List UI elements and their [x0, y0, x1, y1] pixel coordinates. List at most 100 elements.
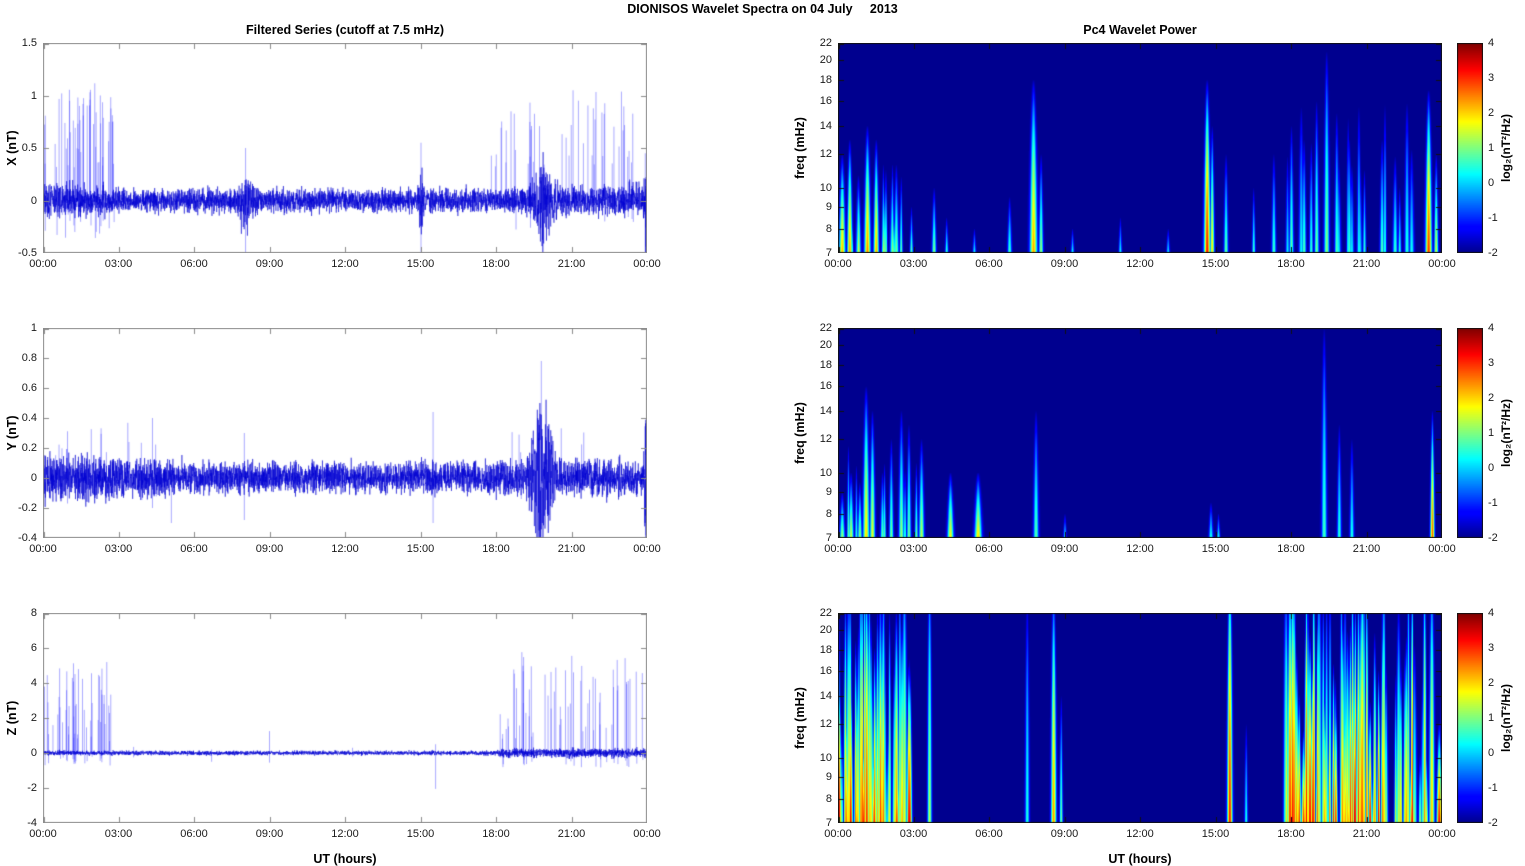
x-tick-label: 15:00 — [406, 543, 435, 555]
x-tick-label: 12:00 — [1126, 828, 1154, 840]
x-tick-label: 21:00 — [557, 828, 586, 840]
colorbar-tick-label: 3 — [1488, 357, 1495, 369]
colorbar-tick-label: 4 — [1488, 322, 1495, 334]
y-tick-label: 0 — [30, 747, 37, 759]
colorbar-tick-label: -2 — [1488, 247, 1498, 259]
x-tick-label: 09:00 — [255, 828, 284, 840]
figure-title: DIONISOS Wavelet Spectra on 04 July 2013 — [627, 2, 898, 16]
x-tick-label: 12:00 — [331, 258, 359, 270]
colorbar-tick-label: 2 — [1488, 677, 1495, 689]
y-tick-label: 1 — [30, 322, 37, 334]
x-tick-label: 03:00 — [104, 543, 133, 555]
y-tick-label: 0.8 — [21, 352, 37, 364]
y-tick-label: 0.6 — [21, 382, 37, 394]
y-tick-label: 14 — [819, 689, 832, 702]
y-tick-label: 18 — [819, 73, 832, 86]
x-tick-label: 03:00 — [899, 258, 928, 270]
x-tick-label: 00:00 — [29, 828, 57, 840]
y-tick-label: 1 — [30, 89, 37, 102]
x-tick-label: 12:00 — [331, 543, 359, 555]
colorbar-tick-label: 2 — [1488, 107, 1495, 119]
wavelet-x-spectrogram — [838, 43, 1442, 253]
x-tick-label: 00:00 — [824, 258, 852, 270]
x-tick-label: 03:00 — [899, 543, 928, 555]
panel-timeseries-y: Y (nT) 1 0.8 0.6 0.4 0.2 0 -0.2 -0.4 00:00 03:00 0… — [5, 322, 661, 555]
panel-timeseries-x: Filtered Series (cutoff at 7.5 mHz) X (n… — [5, 23, 661, 270]
y-tick-label: 16 — [819, 665, 832, 678]
colorbar-tick-label: 0 — [1488, 747, 1495, 759]
x-tick-label: 00:00 — [824, 543, 852, 555]
y-tick-label: 10 — [819, 751, 832, 764]
y-tick-label: 2 — [30, 712, 37, 724]
colorbar-tick-label: 1 — [1488, 427, 1495, 439]
colorbar-tick-label: -2 — [1488, 817, 1498, 829]
y-tick-label: 14 — [819, 119, 832, 132]
y-tick-label: 8 — [30, 607, 37, 619]
x-tick-label: 21:00 — [557, 543, 586, 555]
y-tick-label: 8 — [825, 792, 832, 805]
x-tick-label: 00:00 — [1428, 828, 1456, 840]
x-tick-label: 00:00 — [824, 828, 852, 840]
colorbar-tick-label: 4 — [1488, 37, 1495, 49]
colorbar-tick-label: 2 — [1488, 392, 1495, 404]
x-tick-label: 21:00 — [1352, 258, 1381, 270]
x-tick-label: 18:00 — [1277, 543, 1305, 555]
y-tick-label: 10 — [819, 181, 832, 194]
colorbar-tick-label: -1 — [1488, 212, 1498, 224]
y-tick-label: 0 — [30, 194, 37, 207]
x-tick-label: 06:00 — [180, 828, 208, 840]
x-tick-label: 15:00 — [406, 258, 435, 270]
y-tick-label: 9 — [825, 485, 832, 498]
colorbar-bottom: log₂(nT²/Hz) 4 3 2 1 0 -1 -2 — [1457, 607, 1513, 829]
y-tick-label: -0.4 — [18, 532, 37, 544]
x-tick-label: 12:00 — [1126, 543, 1154, 555]
x-tick-label: 06:00 — [180, 543, 208, 555]
x-tick-label: 18:00 — [1277, 828, 1305, 840]
y-tick-label: 7 — [825, 532, 832, 544]
x-tick-label: 03:00 — [104, 258, 133, 270]
y-tick-label: 7 — [825, 247, 832, 259]
colorbar-tick-label: -2 — [1488, 532, 1498, 544]
timeseries-y-plot — [43, 328, 647, 538]
x-tick-label: 18:00 — [482, 828, 510, 840]
panel-wavelet-x: Pc4 Wavelet Power freq (mHz) 22 20 18 16 14 1… — [793, 23, 1456, 270]
x-tick-label: 21:00 — [1352, 828, 1381, 840]
x-tick-label: 09:00 — [255, 543, 284, 555]
x-tick-label: 21:00 — [1352, 543, 1381, 555]
colorbar-tick-label: -1 — [1488, 497, 1498, 509]
timeseries-x-plot — [43, 43, 647, 253]
x-tick-label: 06:00 — [975, 543, 1003, 555]
x-tick-label: 18:00 — [482, 258, 510, 270]
y-tick-label: 12 — [819, 148, 832, 161]
x-tick-label: 18:00 — [482, 543, 510, 555]
y-tick-label: 9 — [825, 200, 832, 213]
colorbar-tick-label: 0 — [1488, 177, 1495, 189]
y-tick-label: -2 — [27, 782, 37, 794]
x-tick-label: 00:00 — [29, 543, 57, 555]
x-tick-label: 09:00 — [255, 258, 284, 270]
x-tick-label: 00:00 — [1428, 258, 1456, 270]
y-tick-label: 20 — [819, 624, 832, 637]
right-column-title: Pc4 Wavelet Power — [1083, 23, 1197, 37]
x-tick-label: 03:00 — [899, 828, 928, 840]
y-tick-label: 0.4 — [21, 412, 37, 424]
x-axis-label-left: UT (hours) — [313, 852, 377, 866]
y-tick-label: 12 — [819, 433, 832, 446]
colorbar-tick-label: 4 — [1488, 607, 1495, 619]
y-tick-label: 14 — [819, 404, 832, 417]
y-tick-label: 8 — [825, 222, 832, 235]
y-tick-label: 16 — [819, 380, 832, 393]
colorbar-tick-label: 1 — [1488, 142, 1495, 154]
colorbar-middle: log₂(nT²/Hz) 4 3 2 1 0 -1 -2 — [1457, 322, 1513, 544]
y-tick-label: 7 — [825, 817, 832, 829]
colorbar-tick-label: -1 — [1488, 782, 1498, 794]
colorbar-top: log₂(nT²/Hz) 4 3 2 1 0 -1 -2 — [1457, 37, 1513, 259]
timeseries-z-plot — [43, 613, 647, 823]
x-tick-label: 00:00 — [29, 258, 57, 270]
y-tick-label: 9 — [825, 770, 832, 783]
x-tick-label: 09:00 — [1050, 258, 1079, 270]
x-tick-label: 15:00 — [1201, 258, 1230, 270]
y-tick-label: -0.2 — [18, 502, 37, 514]
x-tick-label: 06:00 — [975, 258, 1003, 270]
x-tick-label: 00:00 — [633, 828, 661, 840]
